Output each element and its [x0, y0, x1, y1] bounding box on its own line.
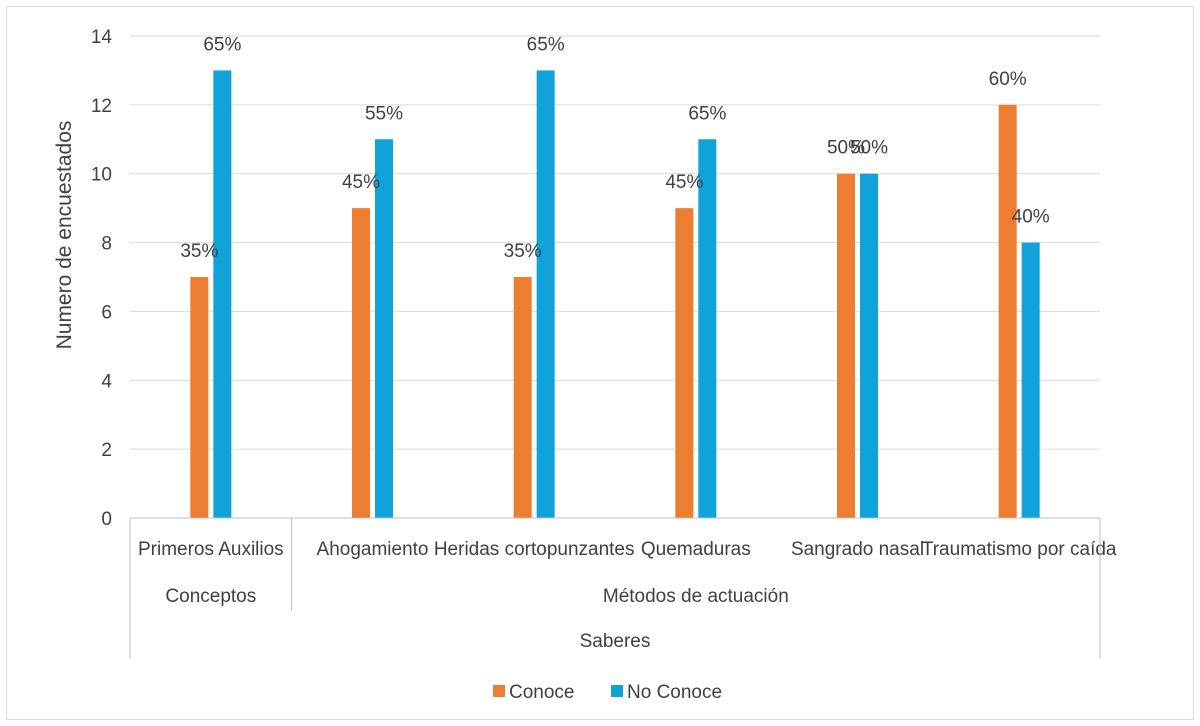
bar-no-conoce	[1021, 242, 1040, 519]
data-label: 65%	[527, 34, 565, 55]
bar-no-conoce	[536, 70, 555, 518]
gridlines	[130, 35, 1100, 519]
legend: Conoce No Conoce	[493, 682, 722, 703]
data-label: 55%	[365, 103, 403, 124]
y-axis: 0 2 4 6 8 10 12 14	[91, 27, 113, 530]
y-tick-label: 0	[101, 509, 112, 530]
chart-frame: 0 2 4 6 8 10 12 14 35% 65% 45% 55% 35% 65% 45% 65% 50% 5…	[6, 6, 1194, 720]
y-tick-label: 10	[91, 165, 112, 186]
bar-conoce	[675, 208, 694, 518]
bars	[190, 70, 1040, 519]
y-tick-label: 12	[91, 96, 112, 117]
x-tick-label: Traumatismo por caída	[922, 539, 1117, 560]
bar-no-conoce	[698, 139, 717, 519]
bar-no-conoce	[860, 173, 878, 518]
data-label: 35%	[504, 241, 542, 262]
x-supergroup-label: Saberes	[580, 631, 651, 652]
x-tick-label: Quemaduras	[641, 539, 751, 560]
legend-label: Conoce	[509, 682, 575, 703]
legend-swatch	[611, 685, 623, 697]
y-tick-label: 4	[101, 371, 112, 392]
legend-swatch	[493, 685, 505, 697]
bar-no-conoce	[375, 139, 393, 519]
bar-conoce	[837, 173, 855, 518]
data-label: 65%	[203, 34, 241, 55]
y-tick-label: 8	[101, 234, 112, 255]
x-tick-label: Ahogamiento	[317, 539, 429, 560]
y-axis-title: Numero de encuestados	[53, 121, 76, 350]
x-group-label: Conceptos	[165, 586, 256, 607]
data-labels: 35% 65% 45% 55% 35% 65% 45% 65% 50%50% 60% 40%	[180, 34, 1049, 262]
x-group-label: Métodos de actuación	[603, 586, 789, 607]
x-tick-label: Sangrado nasal	[791, 539, 924, 560]
bar-conoce	[352, 208, 370, 518]
legend-label: No Conoce	[627, 682, 722, 703]
bar-chart: 0 2 4 6 8 10 12 14 35% 65% 45% 55% 35% 65% 45% 65% 50%5…	[53, 27, 1117, 703]
y-tick-label: 14	[91, 27, 113, 48]
bar-conoce	[998, 104, 1017, 518]
data-label: 45%	[342, 172, 380, 193]
bar-conoce	[190, 277, 209, 518]
x-axis: Primeros Auxilios Ahogamiento Heridas cort…	[129, 517, 1117, 659]
data-label: 50%	[827, 138, 865, 159]
bar-no-conoce	[213, 70, 232, 518]
x-tick-label: Primeros Auxilios	[138, 539, 284, 560]
data-label: 45%	[665, 172, 703, 193]
data-label: 65%	[688, 103, 726, 124]
data-label: 40%	[1012, 207, 1050, 228]
y-tick-label: 2	[101, 440, 112, 461]
x-tick-label: Heridas cortopunzantes	[434, 539, 635, 560]
y-tick-label: 6	[101, 302, 112, 323]
data-label: 60%	[989, 69, 1027, 90]
bar-conoce	[513, 277, 532, 518]
data-label: 50%	[850, 138, 888, 159]
data-label: 35%	[180, 241, 218, 262]
